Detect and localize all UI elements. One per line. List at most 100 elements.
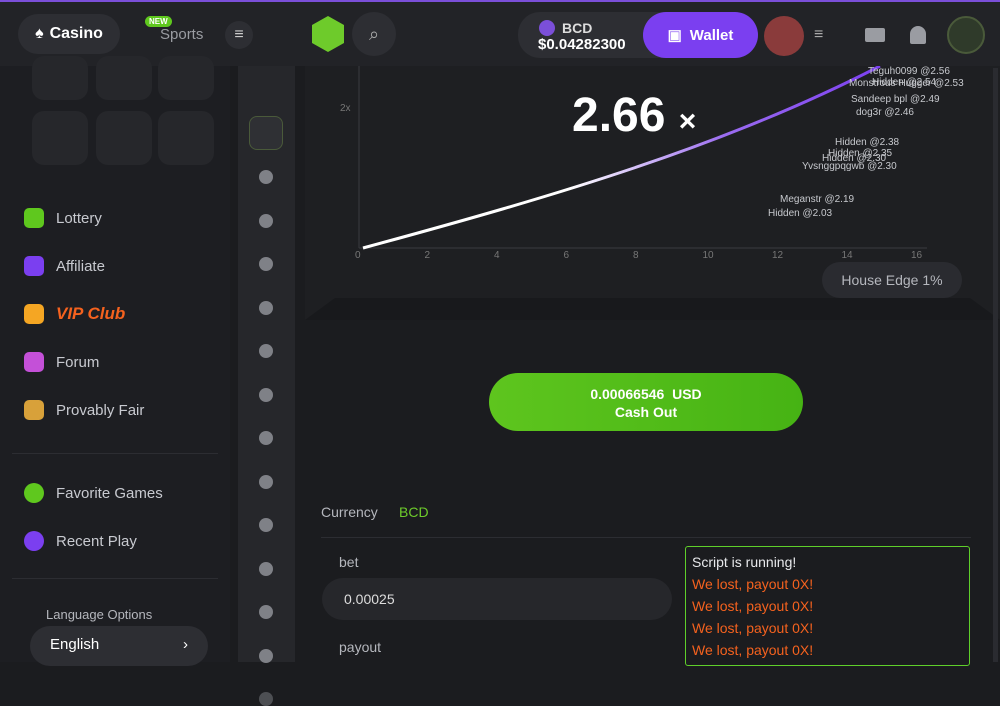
- divider: [12, 453, 218, 454]
- game-icon[interactable]: [259, 605, 273, 619]
- x-tick-label: 6: [563, 250, 570, 261]
- game-icon[interactable]: [259, 300, 273, 315]
- player-cashout: Sandeep bpl @2.49: [851, 94, 940, 105]
- x-tick-label: 2: [424, 250, 431, 261]
- player-cashout: Monstrous Hugger @2.53: [849, 78, 964, 89]
- favorite-label: Favorite Games: [56, 484, 163, 502]
- profile-icon[interactable]: [947, 16, 985, 54]
- x-tick-label: 14: [841, 250, 853, 261]
- avatar[interactable]: [764, 16, 804, 56]
- scrollbar: [993, 68, 998, 662]
- bet-input[interactable]: 0.00025: [322, 578, 672, 620]
- player-name: Hidden: [872, 77, 904, 88]
- payout-label: payout: [339, 639, 382, 655]
- game-tile[interactable]: [32, 111, 88, 165]
- menu-item[interactable]: VIP Club: [24, 304, 125, 324]
- favorite-label: Recent Play: [56, 532, 137, 550]
- multiplier-sign: ×: [678, 105, 697, 138]
- menu-label: Lottery: [56, 209, 102, 227]
- game-tile[interactable]: [158, 111, 214, 165]
- player-name: Hidden: [835, 137, 867, 148]
- casino-tab[interactable]: ♠ Casino: [18, 14, 120, 54]
- game-icon[interactable]: [259, 387, 273, 402]
- player-cashout: Teguh0099 @2.56: [868, 66, 950, 77]
- game-icon[interactable]: [259, 561, 273, 576]
- currency-label: Currency: [321, 504, 378, 520]
- script-currency[interactable]: BCD: [399, 504, 429, 520]
- crash-graph: [305, 66, 1000, 320]
- game-icon[interactable]: [259, 213, 273, 228]
- menu-label: Affiliate: [56, 257, 105, 275]
- sports-tab[interactable]: Sports: [160, 26, 204, 43]
- menu-item[interactable]: Affiliate: [24, 256, 105, 276]
- divider: [12, 578, 218, 579]
- crash-icon-active[interactable]: [249, 116, 283, 150]
- menu-label: VIP Club: [56, 304, 126, 323]
- player-payout: @2.49: [909, 94, 940, 105]
- player-payout: @2.30: [867, 161, 897, 172]
- game-icon[interactable]: [259, 170, 273, 184]
- player-cashout: Hidden @2.38: [835, 137, 899, 148]
- language: English: [50, 636, 100, 653]
- wallet-button[interactable]: ▣ Wallet: [643, 12, 758, 58]
- player-name: Hidden: [822, 153, 854, 164]
- language-select[interactable]: English ›: [30, 626, 208, 666]
- game-tile[interactable]: [96, 111, 152, 165]
- game-icon[interactable]: [259, 648, 273, 663]
- player-name: Meganstr: [780, 194, 822, 205]
- favorite-icon: [24, 483, 44, 503]
- currency[interactable]: BCD: [562, 20, 593, 36]
- menu-icon: [24, 256, 44, 276]
- menu-label: Provably Fair: [56, 401, 145, 419]
- x-tick-label: 0: [355, 250, 361, 261]
- game-tile[interactable]: [158, 56, 214, 100]
- menu-toggle[interactable]: ≡: [225, 21, 253, 49]
- bell-icon[interactable]: [910, 26, 926, 44]
- game-icon[interactable]: [259, 474, 273, 489]
- player-cashout: Hidden @2.35: [828, 148, 892, 159]
- player-name: Monstrous Hugger: [849, 78, 932, 89]
- player-payout: @2.56: [920, 66, 950, 77]
- player-payout: @2.19: [824, 194, 855, 205]
- new-badge: NEW: [145, 16, 172, 27]
- player-payout: @2.46: [884, 107, 914, 118]
- language-title: Language Options: [46, 607, 153, 622]
- multiplier: 2.66 ×: [572, 88, 696, 143]
- log-line: We lost, payout 0X!: [692, 642, 814, 658]
- favorite-item[interactable]: Favorite Games: [24, 483, 163, 503]
- casino-label: Casino: [49, 25, 103, 42]
- logo[interactable]: [312, 16, 344, 52]
- player-cashout: Hidden @2.30: [822, 153, 886, 164]
- log-line: Script is running!: [692, 554, 797, 570]
- log-line: We lost, payout 0X!: [692, 620, 814, 636]
- player-name: Sandeep bpl: [851, 94, 908, 105]
- menu-item[interactable]: Lottery: [24, 208, 102, 228]
- game-tile[interactable]: [32, 56, 88, 100]
- x-tick-label: 12: [772, 250, 784, 261]
- cashout-label: Cash Out: [614, 404, 678, 420]
- menu-item[interactable]: Forum: [24, 352, 99, 372]
- game-icon[interactable]: [259, 257, 273, 271]
- game-icon[interactable]: [259, 344, 273, 358]
- currency-icon: [539, 20, 555, 36]
- script-log: Script is running! We lost, payout 0X! We …: [685, 546, 970, 666]
- player-cashout: Meganstr @2.19: [780, 194, 854, 205]
- user-menu[interactable]: ≡: [814, 26, 824, 43]
- game-icon[interactable]: [259, 518, 273, 532]
- x-tick-label: 8: [633, 250, 639, 261]
- mail-icon[interactable]: [865, 28, 885, 42]
- menu-item[interactable]: Provably Fair: [24, 400, 144, 420]
- favorite-item[interactable]: Recent Play: [24, 531, 137, 551]
- wallet-label: Wallet: [689, 26, 734, 44]
- game-icon[interactable]: [259, 692, 273, 706]
- game-icon[interactable]: [259, 431, 273, 445]
- search-button[interactable]: ⌕: [352, 12, 396, 56]
- bet-label: bet: [339, 554, 359, 570]
- divider: [321, 537, 971, 538]
- player-payout: @2.30: [856, 153, 887, 164]
- player-name: Hidden: [768, 208, 800, 219]
- cashout-button[interactable]: 0.00066546 USD Cash Out: [489, 373, 803, 431]
- game-tile[interactable]: [96, 56, 152, 100]
- cashout-currency: USD: [672, 386, 702, 402]
